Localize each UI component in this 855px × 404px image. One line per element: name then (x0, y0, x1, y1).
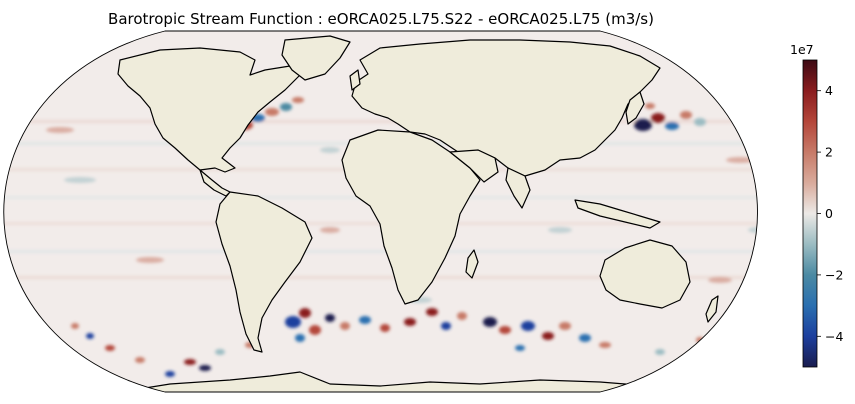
india (505, 167, 531, 209)
new-zealand (705, 295, 719, 323)
britain (349, 69, 361, 91)
land (117, 35, 719, 392)
madagascar (465, 249, 479, 279)
eurasia (351, 39, 661, 177)
colorbar-exponent: 1e7 (790, 42, 814, 57)
arabia (449, 149, 499, 183)
colorbar-ticks: 4 2 0 −2 −4 (817, 83, 843, 344)
australia (599, 239, 691, 309)
acc-eddies (71, 308, 704, 377)
colorbar-tick-label: −2 (825, 267, 843, 282)
antarctica (119, 371, 701, 392)
colorbar-tick-label: 4 (825, 83, 833, 98)
colorbar-ramp (802, 59, 818, 368)
map (3, 30, 758, 393)
greenland (281, 35, 351, 81)
indonesia (574, 199, 661, 229)
north-america (117, 47, 301, 173)
weak-anomalies (46, 127, 758, 303)
colorbar: 1e7 4 2 0 −2 −4 (790, 42, 843, 368)
colorbar-tick-label: 2 (825, 145, 833, 160)
colorbar-tick-label: 0 (825, 206, 833, 221)
japan (625, 91, 645, 125)
colorbar-tick-label: −4 (825, 329, 843, 344)
figure-title: Barotropic Stream Function : eORCA025.L7… (108, 10, 654, 28)
kuroshio-eddies (634, 103, 706, 131)
africa (341, 129, 481, 305)
map-outline (3, 30, 758, 393)
south-america (215, 191, 313, 353)
